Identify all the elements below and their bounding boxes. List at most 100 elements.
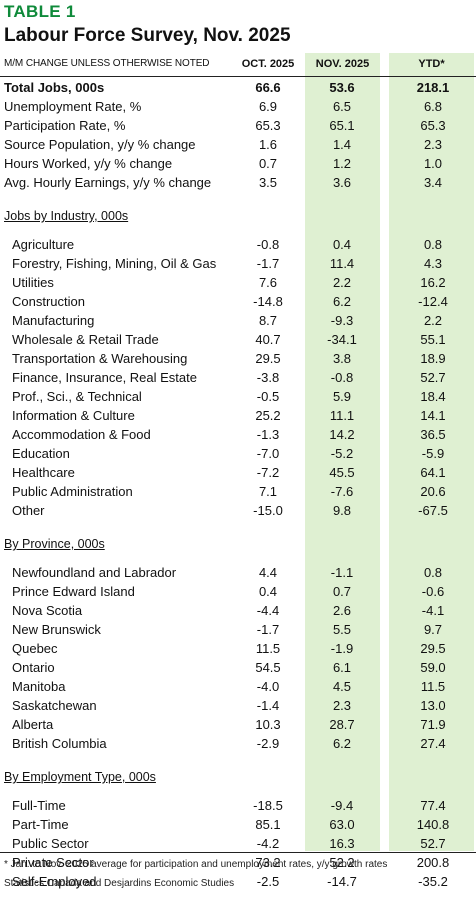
row-label: Ontario [12,660,55,675]
oct-value: 66.6 [255,80,281,95]
ytd-value: 218.1 [416,80,450,95]
oct-value: 65.3 [255,118,281,133]
row-label: Total Jobs, 000s [4,80,105,95]
oct-value: 85.1 [255,817,281,832]
ytd-value: 6.8 [423,99,443,114]
row-label: Forestry, Fishing, Mining, Oil & Gas [12,256,217,271]
row-spacer [0,753,476,768]
row-label: Utilities [12,275,54,290]
ytd-value: 0.8 [423,237,443,252]
nov-value: -9.4 [330,798,354,813]
row-label: British Columbia [12,736,107,751]
section-heading: By Employment Type, 000s [0,768,476,787]
ytd-value: 18.9 [420,351,446,366]
row-label: Part-Time [12,817,69,832]
ytd-value: 65.3 [420,118,446,133]
table-row: Part-Time 85.1 63.0 140.8 [0,815,476,834]
table-row: Newfoundland and Labrador 4.4 -1.1 0.8 [0,563,476,582]
nov-value: -1.9 [330,641,354,656]
nov-value: 28.7 [329,717,355,732]
oct-value: 4.4 [258,565,278,580]
col-header-oct: OCT. 2025 [241,58,295,70]
table-row: Ontario 54.5 6.1 59.0 [0,658,476,677]
oct-value: 11.5 [255,641,281,656]
row-label: Information & Culture [12,408,135,423]
table-row: Agriculture -0.8 0.4 0.8 [0,235,476,254]
header-note: M/M CHANGE UNLESS OTHERWISE NOTED [4,58,210,69]
table-row: Accommodation & Food -1.3 14.2 36.5 [0,425,476,444]
table-row: Finance, Insurance, Real Estate -3.8 -0.8 5… [0,368,476,387]
oct-value: -0.8 [256,237,280,252]
oct-value: -4.2 [256,836,280,851]
oct-value: 1.6 [258,137,278,152]
row-label: Accommodation & Food [12,427,151,442]
nov-value: 63.0 [329,817,355,832]
oct-value: -4.4 [256,603,280,618]
nov-value: -1.1 [330,565,354,580]
nov-value: 2.2 [332,275,352,290]
data-table: Total Jobs, 000s 66.6 53.6 218.1 Unemploymen… [0,78,476,891]
row-label: Manitoba [12,679,66,694]
nov-value: 45.5 [329,465,355,480]
nov-value: -0.8 [330,370,354,385]
footnote: * Jan. to Nov. 2025 average for particip… [4,859,388,870]
row-label: Public Administration [12,484,133,499]
ytd-value: 4.3 [423,256,443,271]
row-label: Manufacturing [12,313,95,328]
oct-value: 3.5 [258,175,278,190]
row-label: Self-Employed [12,874,97,889]
ytd-value: 55.1 [420,332,446,347]
nov-value: 0.4 [332,237,352,252]
table-title: Labour Force Survey, Nov. 2025 [4,25,291,46]
nov-value: 6.5 [332,99,352,114]
table-row: Manitoba -4.0 4.5 11.5 [0,677,476,696]
row-label: New Brunswick [12,622,101,637]
table-row: Information & Culture 25.2 11.1 14.1 [0,406,476,425]
ytd-value: 52.7 [420,370,446,385]
oct-value: -3.8 [256,370,280,385]
table-row: Prince Edward Island 0.4 0.7 -0.6 [0,582,476,601]
row-label: Source Population, y/y % change [4,137,196,152]
row-label: Construction [12,294,85,309]
table-row: Prof., Sci., & Technical -0.5 5.9 18.4 [0,387,476,406]
section-label: By Province, 000s [4,537,105,551]
ytd-value: 140.8 [416,817,450,832]
ytd-value: 52.7 [420,836,446,851]
oct-value: 8.7 [258,313,278,328]
nov-value: 16.3 [329,836,355,851]
table-row: Transportation & Warehousing 29.5 3.8 18.9 [0,349,476,368]
row-label: Education [12,446,70,461]
nov-value: 3.6 [332,175,352,190]
ytd-value: 16.2 [420,275,446,290]
nov-column-highlight [305,53,380,851]
row-label: Quebec [12,641,58,656]
row-label: Transportation & Warehousing [12,351,188,366]
row-label: Public Sector [12,836,89,851]
oct-value: 73.2 [255,855,281,870]
table-row: Source Population, y/y % change 1.6 1.4 2.3 [0,135,476,154]
ytd-value: 27.4 [420,736,446,751]
ytd-value: 36.5 [420,427,446,442]
row-spacer [0,554,476,563]
row-label: Alberta [12,717,54,732]
section-heading: By Province, 000s [0,535,476,554]
table-number: TABLE 1 [4,2,76,21]
oct-value: 7.6 [258,275,278,290]
row-label: Avg. Hourly Earnings, y/y % change [4,175,212,190]
nov-value: 3.8 [332,351,352,366]
ytd-value: -4.1 [421,603,445,618]
ytd-value: 2.2 [423,313,443,328]
table-row: New Brunswick -1.7 5.5 9.7 [0,620,476,639]
nov-value: 11.1 [329,408,355,423]
nov-value: -9.3 [330,313,354,328]
oct-value: -1.3 [256,427,280,442]
table-row: Healthcare -7.2 45.5 64.1 [0,463,476,482]
oct-value: -1.7 [256,256,280,271]
row-label: Newfoundland and Labrador [12,565,177,580]
ytd-value: 71.9 [420,717,446,732]
oct-value: 40.7 [255,332,281,347]
ytd-value: 77.4 [420,798,446,813]
table-row: Saskatchewan -1.4 2.3 13.0 [0,696,476,715]
nov-value: 0.7 [332,584,352,599]
